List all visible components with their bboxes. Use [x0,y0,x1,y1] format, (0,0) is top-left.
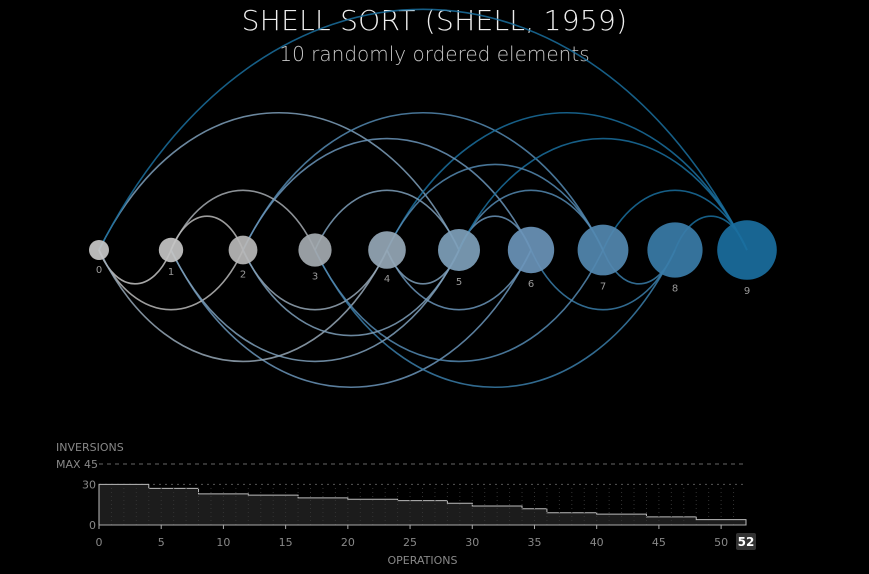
element-label: 5 [456,277,462,288]
element-node [717,220,777,280]
element-label: 8 [672,284,678,295]
x-tick-label: 5 [158,536,165,549]
max-label: MAX 45 [56,458,98,471]
element-label: 6 [528,279,534,290]
element-label: 7 [600,281,606,292]
element-node [577,224,629,276]
x-tick-label: 45 [652,536,666,549]
x-tick-label: 15 [279,536,293,549]
swap-arc [98,8,748,251]
swap-arc [314,189,460,251]
swap-arc [242,112,604,251]
swap-arc [386,112,748,251]
element-label: 1 [168,267,174,278]
inversions-title: INVERSIONS [56,441,124,454]
swap-arc [170,189,316,251]
element-node [368,231,406,269]
swap-arc [170,249,532,388]
element-node [438,229,480,271]
x-axis-label: OPERATIONS [388,554,458,567]
x-tick-label: 10 [216,536,230,549]
swap-arc [458,137,748,251]
swap-arc [314,249,676,388]
element-label: 0 [96,265,102,276]
element-node [158,237,184,263]
element-label: 9 [744,286,750,297]
element-label: 3 [312,272,318,283]
swap-arc [386,249,532,311]
swap-arc [386,163,604,251]
swap-arc [98,249,388,363]
element-node [228,235,258,265]
element-node [89,240,109,260]
y-tick-label: 0 [89,519,96,532]
end-badge-label: 52 [738,535,755,549]
swap-arc [170,249,460,363]
x-tick-label: 35 [527,536,541,549]
x-tick-label: 25 [403,536,417,549]
element-node [298,233,332,267]
y-tick-label: 30 [82,478,96,491]
chart-subtitle: 10 randomly ordered elements [279,42,590,66]
x-tick-label: 0 [96,536,103,549]
swap-arc [314,249,604,363]
end-badge [736,533,756,550]
swap-arc [530,249,676,311]
element-node [647,222,703,278]
x-tick-label: 30 [465,536,479,549]
x-tick-label: 40 [590,536,604,549]
swap-arc [242,137,532,251]
swap-arc [242,249,460,337]
arc-diagram: 0 1 2 3 4 5 6 7 8 9 [89,8,777,388]
x-tick-label: 20 [341,536,355,549]
swap-arc [170,215,244,251]
swap-arc [98,112,460,251]
element-label: 2 [240,269,246,280]
element-node [507,226,555,274]
element-label: 4 [384,274,390,285]
x-tick-label: 50 [714,536,728,549]
